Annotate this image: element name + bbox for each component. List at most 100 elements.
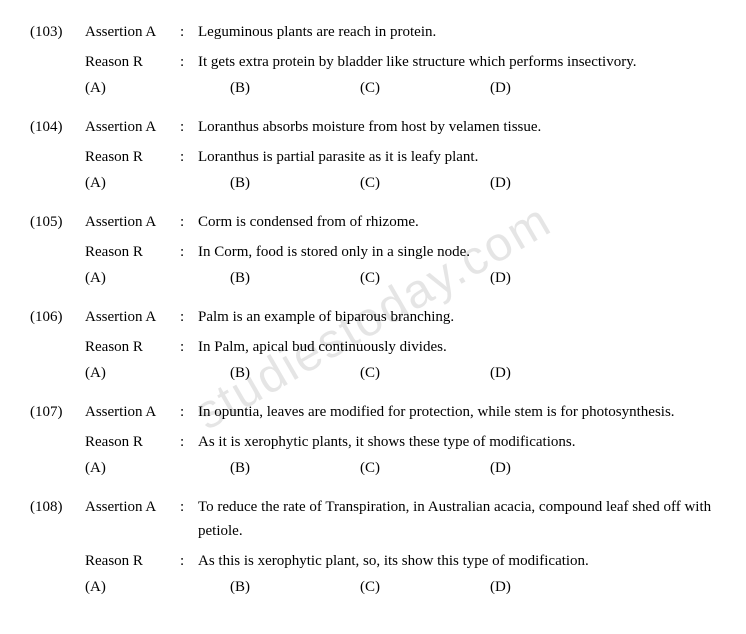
assertion-label: Assertion A [85,115,180,139]
reason-label: Reason R [85,549,180,573]
colon: : [180,210,198,234]
assertion-row: (107) Assertion A : In opuntia, leaves a… [30,400,716,424]
questions-container: (103) Assertion A : Leguminous plants ar… [30,20,716,596]
option-b[interactable]: (B) [230,365,250,382]
reason-label: Reason R [85,145,180,169]
options-row: (A) (B) (C) (D) [30,365,716,382]
option-b[interactable]: (B) [230,460,250,477]
option-c[interactable]: (C) [360,365,380,382]
colon: : [180,20,198,44]
reason-row: Reason R : It gets extra protein by blad… [30,50,716,74]
assertion-text: To reduce the rate of Transpiration, in … [198,495,716,543]
option-c[interactable]: (C) [360,175,380,192]
reason-label: Reason R [85,335,180,359]
option-c[interactable]: (C) [360,80,380,97]
assertion-label: Assertion A [85,495,180,543]
assertion-row: (108) Assertion A : To reduce the rate o… [30,495,716,543]
reason-text: It gets extra protein by bladder like st… [198,50,716,74]
colon: : [180,240,198,264]
colon: : [180,305,198,329]
colon: : [180,549,198,573]
reason-row: Reason R : In Corm, food is stored only … [30,240,716,264]
assertion-label: Assertion A [85,20,180,44]
assertion-label: Assertion A [85,400,180,424]
colon: : [180,400,198,424]
options-row: (A) (B) (C) (D) [30,80,716,97]
option-d[interactable]: (D) [490,175,511,192]
question-number: (108) [30,495,85,543]
question-number: (104) [30,115,85,139]
reason-text: In Corm, food is stored only in a single… [198,240,716,264]
option-a[interactable]: (A) [85,175,125,192]
reason-text: In Palm, apical bud continuously divides… [198,335,716,359]
reason-text: Loranthus is partial parasite as it is l… [198,145,716,169]
assertion-label: Assertion A [85,210,180,234]
options-row: (A) (B) (C) (D) [30,175,716,192]
assertion-label: Assertion A [85,305,180,329]
question-number-spacer [30,335,85,359]
reason-text: As it is xerophytic plants, it shows the… [198,430,716,454]
option-d[interactable]: (D) [490,460,511,477]
question-block: (106) Assertion A : Palm is an example o… [30,305,716,382]
option-a[interactable]: (A) [85,460,125,477]
options-spacer [30,460,85,477]
option-a[interactable]: (A) [85,80,125,97]
assertion-row: (106) Assertion A : Palm is an example o… [30,305,716,329]
assertion-text: In opuntia, leaves are modified for prot… [198,400,716,424]
question-block: (103) Assertion A : Leguminous plants ar… [30,20,716,97]
reason-row: Reason R : As this is xerophytic plant, … [30,549,716,573]
question-number-spacer [30,50,85,74]
question-number-spacer [30,145,85,169]
assertion-row: (103) Assertion A : Leguminous plants ar… [30,20,716,44]
colon: : [180,50,198,74]
option-d[interactable]: (D) [490,270,511,287]
question-number: (107) [30,400,85,424]
assertion-text: Palm is an example of biparous branching… [198,305,716,329]
option-b[interactable]: (B) [230,270,250,287]
options-spacer [30,175,85,192]
assertion-text: Loranthus absorbs moisture from host by … [198,115,716,139]
option-a[interactable]: (A) [85,579,125,596]
option-d[interactable]: (D) [490,80,511,97]
assertion-text: Corm is condensed from of rhizome. [198,210,716,234]
reason-label: Reason R [85,50,180,74]
colon: : [180,335,198,359]
assertion-row: (105) Assertion A : Corm is condensed fr… [30,210,716,234]
reason-row: Reason R : In Palm, apical bud continuou… [30,335,716,359]
assertion-text: Leguminous plants are reach in protein. [198,20,716,44]
options-spacer [30,365,85,382]
colon: : [180,115,198,139]
question-number-spacer [30,430,85,454]
option-c[interactable]: (C) [360,579,380,596]
options-spacer [30,579,85,596]
reason-label: Reason R [85,240,180,264]
option-a[interactable]: (A) [85,270,125,287]
option-b[interactable]: (B) [230,175,250,192]
option-c[interactable]: (C) [360,270,380,287]
option-d[interactable]: (D) [490,365,511,382]
option-b[interactable]: (B) [230,80,250,97]
options-row: (A) (B) (C) (D) [30,270,716,287]
question-number-spacer [30,549,85,573]
question-number: (105) [30,210,85,234]
question-number: (103) [30,20,85,44]
option-d[interactable]: (D) [490,579,511,596]
reason-row: Reason R : Loranthus is partial parasite… [30,145,716,169]
question-number-spacer [30,240,85,264]
option-c[interactable]: (C) [360,460,380,477]
reason-text: As this is xerophytic plant, so, its sho… [198,549,716,573]
question-block: (104) Assertion A : Loranthus absorbs mo… [30,115,716,192]
question-block: (105) Assertion A : Corm is condensed fr… [30,210,716,287]
reason-row: Reason R : As it is xerophytic plants, i… [30,430,716,454]
option-b[interactable]: (B) [230,579,250,596]
options-row: (A) (B) (C) (D) [30,460,716,477]
reason-label: Reason R [85,430,180,454]
options-spacer [30,80,85,97]
colon: : [180,430,198,454]
question-number: (106) [30,305,85,329]
options-spacer [30,270,85,287]
colon: : [180,145,198,169]
colon: : [180,495,198,543]
option-a[interactable]: (A) [85,365,125,382]
options-row: (A) (B) (C) (D) [30,579,716,596]
